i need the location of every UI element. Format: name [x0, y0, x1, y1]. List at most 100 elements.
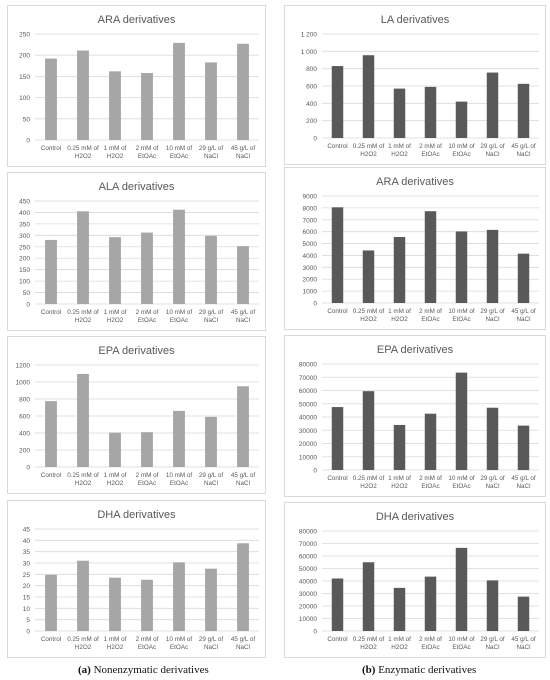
x-tick-label: EtOAc [138, 153, 156, 160]
y-tick-label: 1000 [16, 380, 31, 387]
chart-panel-enzymatic-dha: DHA derivatives 0 10000 20000 30000 40000 500… [284, 502, 546, 658]
y-tick-label: 0 [313, 301, 317, 308]
y-tick-label: 1000 [303, 289, 318, 296]
bar [425, 414, 436, 470]
y-tick-label: 0 [26, 302, 30, 309]
x-tick-label: H2O2 [391, 483, 408, 490]
y-tick-label: 30 [23, 561, 31, 568]
x-tick-label: 2 mM of [419, 143, 442, 150]
y-tick-label: 350 [19, 221, 30, 228]
y-tick-label: 15 [23, 595, 31, 602]
bar-chart: 050100150200250300350400450Control 0.25 m… [8, 173, 267, 332]
x-tick-label: 10 mM of [166, 145, 192, 152]
y-tick-label: 450 [19, 199, 30, 206]
bar [518, 84, 529, 138]
x-tick-label: 1 mM of [388, 143, 411, 150]
y-tick-label: 0 [313, 629, 317, 636]
y-tick-label: 100 [19, 95, 30, 102]
x-tick-label: Control [41, 145, 61, 152]
x-tick-label: 10 mM of [166, 472, 192, 479]
x-tick-label: NaCl [486, 316, 500, 323]
bar [394, 425, 405, 470]
y-tick-label: 5000 [303, 241, 318, 248]
x-tick-label: 29 g/L of [480, 636, 505, 643]
x-tick-label: 10 mM of [166, 309, 192, 316]
bar-chart: 02004006008001 0001 200Control 0.25 mM of… [285, 6, 547, 166]
x-tick-label: H2O2 [75, 317, 92, 324]
x-tick-label: Control [41, 472, 61, 479]
x-tick-label: H2O2 [75, 480, 92, 487]
bar [456, 231, 467, 303]
x-tick-label: NaCl [517, 316, 531, 323]
caption-left: (a) Nonenzymatic derivatives [78, 664, 209, 676]
x-tick-label: EtOAc [421, 316, 439, 323]
x-tick-label: NaCl [204, 153, 218, 160]
x-tick-label: NaCl [236, 644, 250, 651]
x-tick-label: EtOAc [170, 317, 188, 324]
y-tick-label: 20000 [299, 604, 317, 611]
y-tick-label: 20000 [299, 441, 317, 448]
bar [425, 577, 436, 631]
x-tick-label: EtOAc [170, 153, 188, 160]
y-tick-label: 600 [19, 414, 30, 421]
x-tick-label: 10 mM of [448, 308, 474, 315]
caption-right-text: Enzymatic derivatives [378, 664, 476, 676]
x-tick-label: NaCl [204, 480, 218, 487]
x-tick-label: EtOAc [421, 483, 439, 490]
x-tick-label: 0.25 mM of [67, 145, 99, 152]
y-tick-label: 600 [306, 84, 317, 91]
y-tick-label: 5 [26, 617, 30, 624]
x-tick-label: 2 mM of [136, 309, 159, 316]
y-tick-label: 10000 [299, 454, 317, 461]
x-tick-label: EtOAc [170, 480, 188, 487]
x-tick-label: 29 g/L of [199, 309, 224, 316]
bar [394, 237, 405, 303]
x-tick-label: EtOAc [452, 316, 470, 323]
y-tick-label: 40 [23, 538, 31, 545]
x-tick-label: 29 g/L of [480, 475, 505, 482]
x-tick-label: 1 mM of [104, 472, 127, 479]
bar [205, 569, 217, 631]
chart-panel-enzymatic-ara: ARA derivatives 0 1000 2000 3000 4000 5000 600… [284, 167, 546, 330]
x-tick-label: H2O2 [391, 644, 408, 651]
chart-panel-nonenzymatic-dha: DHA derivatives 0 5 10 15 20 25 30 35 40 45 Contro… [7, 500, 266, 658]
x-tick-label: EtOAc [138, 317, 156, 324]
bar [45, 59, 57, 140]
x-tick-label: 45 g/L of [511, 143, 536, 150]
bar [456, 548, 467, 631]
y-tick-label: 10000 [299, 616, 317, 623]
x-tick-label: 0.25 mM of [353, 308, 385, 315]
x-tick-label: 1 mM of [388, 636, 411, 643]
x-tick-label: 2 mM of [136, 145, 159, 152]
y-tick-label: 250 [19, 32, 30, 39]
y-tick-label: 0 [313, 468, 317, 475]
y-tick-label: 30000 [299, 428, 317, 435]
x-tick-label: H2O2 [75, 644, 92, 651]
bar [518, 426, 529, 470]
y-tick-label: 50 [23, 116, 31, 123]
bar [45, 401, 57, 467]
bar [487, 580, 498, 631]
bar [332, 407, 343, 470]
bar [77, 51, 89, 140]
x-tick-label: H2O2 [107, 480, 124, 487]
y-tick-label: 30000 [299, 591, 317, 598]
x-tick-label: 0.25 mM of [353, 143, 385, 150]
chart-panel-enzymatic-epa: EPA derivatives 0 10000 20000 30000 40000 500… [284, 335, 546, 497]
y-tick-label: 1 000 [301, 49, 318, 56]
y-tick-label: 35 [23, 549, 31, 556]
x-tick-label: H2O2 [360, 644, 377, 651]
bar-chart: 020040060080010001200Control 0.25 mM ofH2… [8, 337, 267, 495]
x-tick-label: 29 g/L of [199, 472, 224, 479]
bar [109, 237, 121, 304]
y-tick-label: 60000 [299, 388, 317, 395]
x-tick-label: EtOAc [452, 151, 470, 158]
x-tick-label: 0.25 mM of [67, 636, 99, 643]
y-tick-label: 400 [306, 101, 317, 108]
bar-chart: 0 10000 20000 30000 40000 50000 60000 70000 8000… [285, 503, 547, 659]
x-tick-label: 0.25 mM of [67, 472, 99, 479]
bar [237, 386, 249, 467]
bar [332, 207, 343, 303]
x-tick-label: 10 mM of [448, 636, 474, 643]
x-tick-label: 45 g/L of [511, 475, 536, 482]
